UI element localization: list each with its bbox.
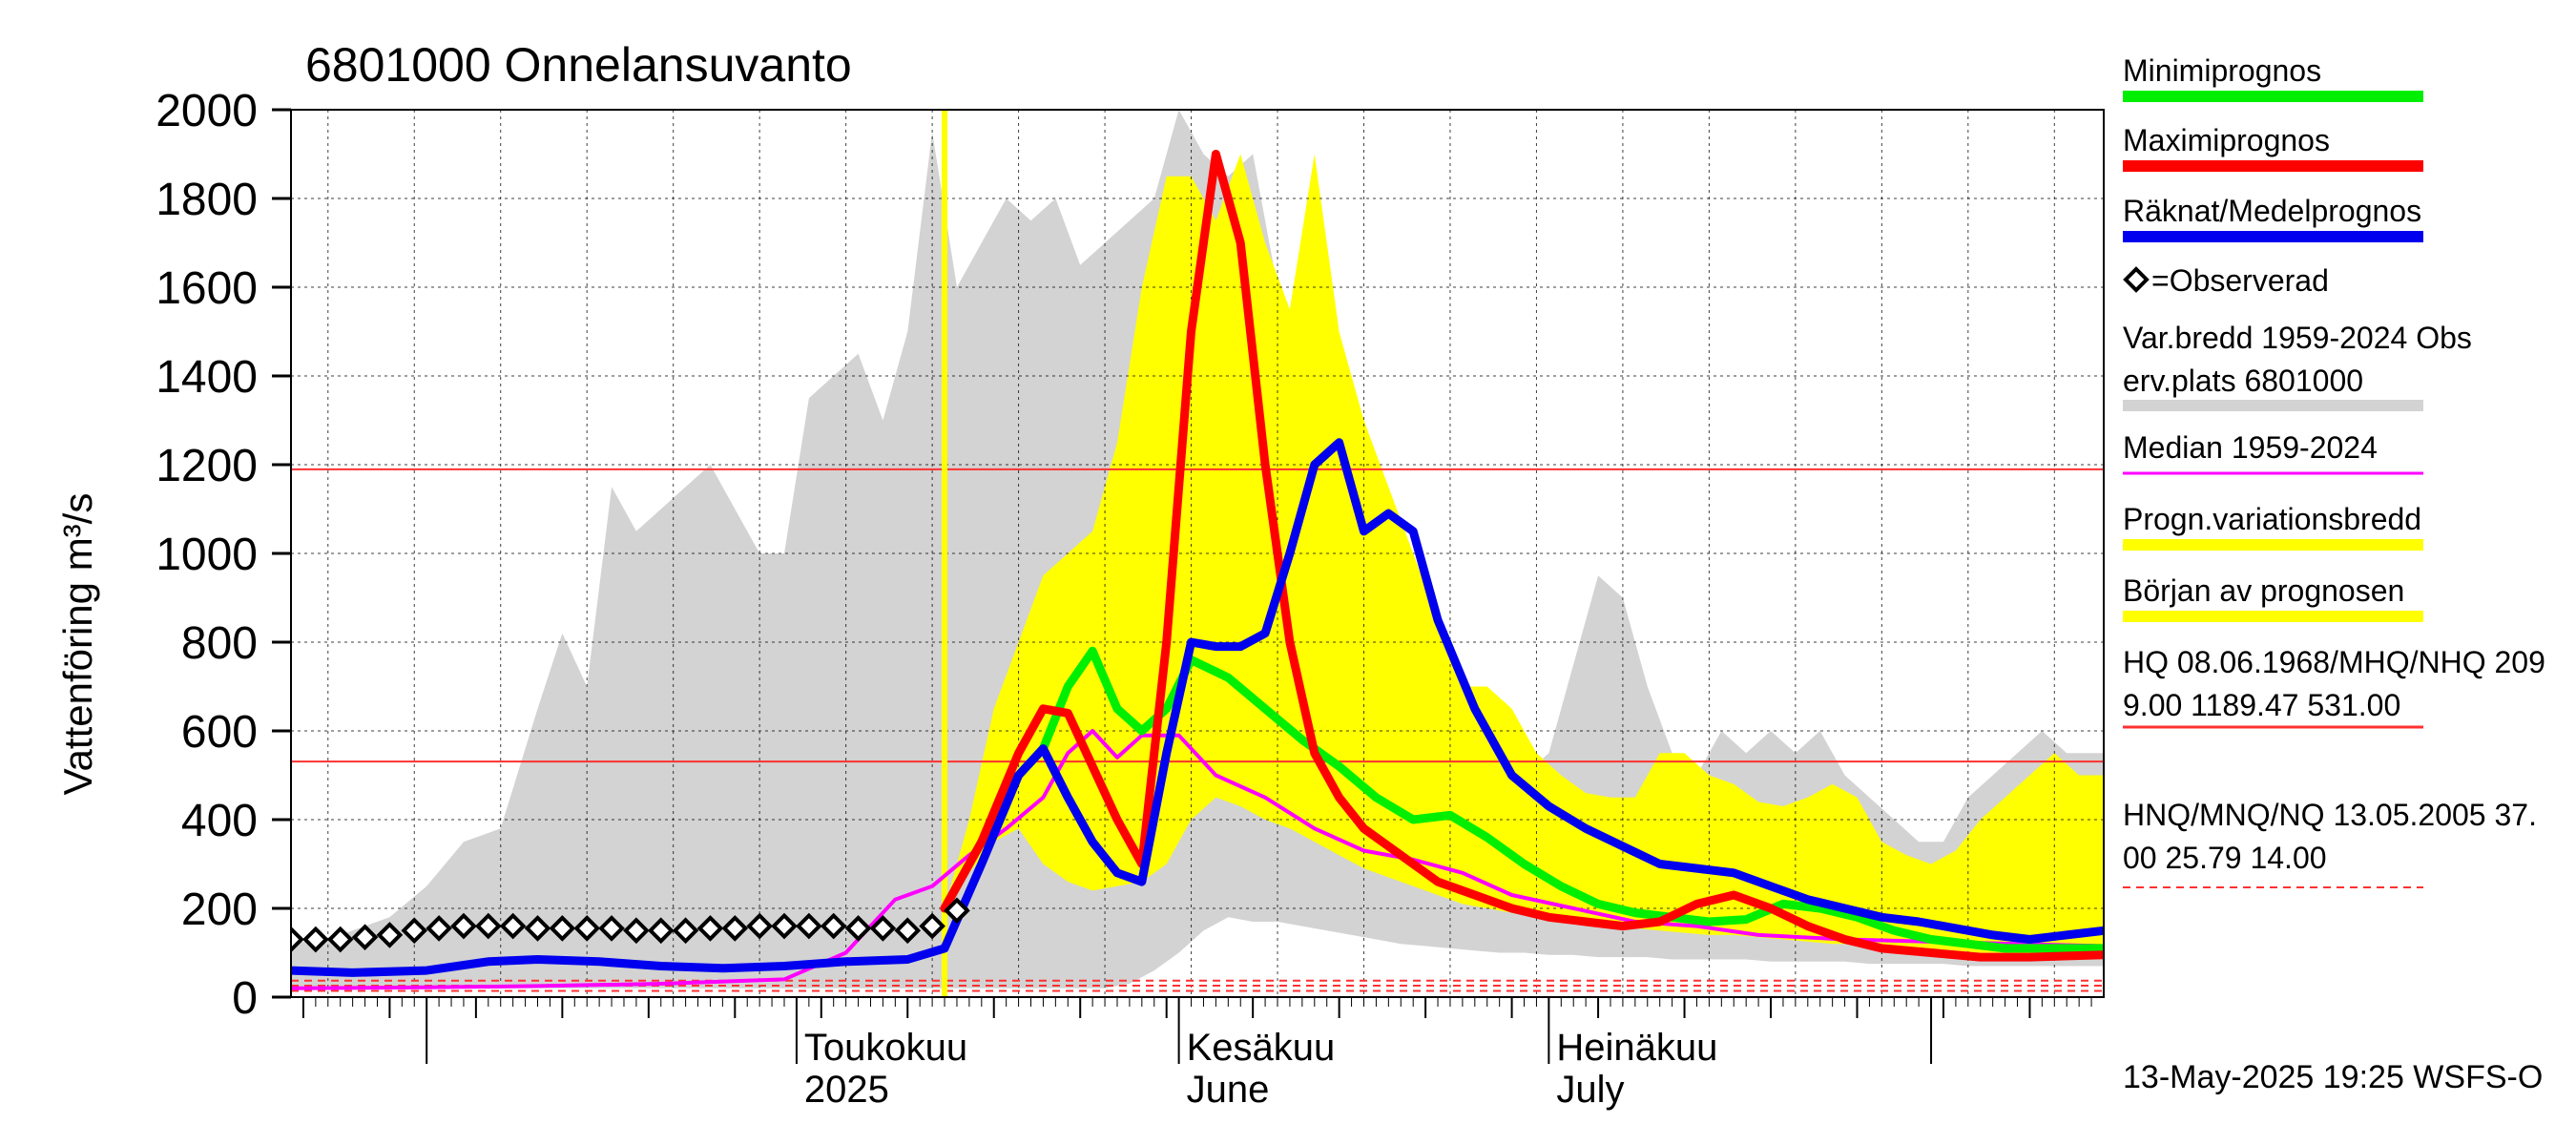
y-tick-label: 400 — [181, 796, 258, 846]
observed-point — [351, 924, 379, 951]
legend-item-6: Progn.variationsbredd — [2123, 502, 2423, 551]
y-axis-label: Vattenföring m³/s — [55, 493, 100, 796]
y-tick-label: 1400 — [156, 352, 258, 403]
observed-point — [401, 917, 428, 945]
month-label-1: Kesäkuu — [1187, 1027, 1336, 1069]
series-line-2 — [940, 150, 2104, 962]
y-tick-label: 0 — [232, 973, 258, 1024]
observed-point — [771, 912, 798, 940]
legend-item-0: Minimiprognos — [2123, 53, 2423, 102]
legend-label: Början av prognosen — [2123, 573, 2404, 608]
legend-label-line2: 9.00 1189.47 531.00 — [2123, 688, 2400, 722]
observed-point — [302, 926, 329, 953]
y-tick-label: 200 — [181, 885, 258, 935]
observed-point — [721, 915, 749, 942]
observed-point — [944, 897, 970, 925]
legend-item-2: Räknat/Medelprognos — [2123, 194, 2423, 242]
observed-point — [647, 917, 675, 945]
observed-point — [474, 912, 502, 940]
legend-marker — [2123, 266, 2150, 293]
legend-item-1: Maximiprognos — [2123, 123, 2423, 172]
observed-point — [623, 917, 650, 945]
observed-point — [869, 915, 897, 942]
month-label-2: Heinäkuu — [1556, 1027, 1717, 1069]
y-tick-label: 2000 — [156, 86, 258, 136]
observed-point — [696, 915, 724, 942]
legend-label: HNQ/MNQ/NQ 13.05.2005 37. — [2123, 798, 2537, 832]
observed-point — [796, 912, 822, 940]
observed-point — [291, 926, 304, 953]
observed-point — [746, 912, 773, 940]
legend-item-8: HQ 08.06.1968/MHQ/NHQ 209 9.00 1189.47 53… — [2123, 645, 2545, 729]
series-line-3 — [291, 438, 2104, 977]
month-label-year-2: July — [1556, 1069, 1624, 1111]
legend-item-3: =Observerad — [2123, 263, 2329, 298]
legend-label: Var.bredd 1959-2024 Obs — [2123, 321, 2472, 355]
legend-item-9: HNQ/MNQ/NQ 13.05.2005 37. 00 25.79 14.00 — [2123, 798, 2537, 888]
observed-point — [820, 912, 847, 940]
y-tick-label: 600 — [181, 707, 258, 758]
observed-point — [672, 917, 699, 945]
plot-area — [291, 109, 2104, 997]
observed-point — [499, 912, 527, 940]
chart-title: 6801000 Onnelansuvanto — [305, 38, 852, 92]
y-tick-label: 800 — [181, 618, 258, 669]
legend-label: =Observerad — [2151, 263, 2329, 298]
legend-label-line2: erv.plats 6801000 — [2123, 364, 2363, 398]
legend-label: Maximiprognos — [2123, 123, 2330, 157]
y-tick-label: 1200 — [156, 441, 258, 491]
observed-point — [573, 915, 601, 942]
band-1 — [945, 154, 2104, 958]
footer-timestamp: 13-May-2025 19:25 WSFS-O — [2123, 1059, 2543, 1095]
month-label-0: Toukokuu — [804, 1027, 967, 1069]
legend-label: Median 1959-2024 — [2123, 430, 2378, 465]
observed-point — [598, 915, 625, 942]
observed-point — [844, 915, 872, 942]
legend-label: Räknat/Medelprognos — [2123, 194, 2421, 228]
series-line-0 — [291, 729, 2104, 990]
legend-label: Progn.variationsbredd — [2123, 502, 2421, 536]
observed-point — [549, 915, 576, 942]
observed-point — [919, 912, 945, 940]
axes: 0 200 400 600 800 1000 1200 1400 1600 1800 2000 Tou… — [156, 86, 2105, 1111]
y-tick-label: 1800 — [156, 175, 258, 225]
legend: Minimiprognos Maximiprognos Räknat/Medelpr… — [2123, 53, 2545, 888]
observed-point — [326, 926, 354, 953]
observed-point — [524, 915, 551, 942]
observed-point — [450, 912, 477, 940]
plot-content — [291, 109, 2104, 997]
observed-point — [426, 915, 452, 942]
series-line-1 — [940, 646, 2104, 953]
legend-item-4: Var.bredd 1959-2024 Obs erv.plats 6801000 — [2123, 321, 2472, 411]
y-tick-label: 1600 — [156, 263, 258, 314]
legend-item-7: Början av prognosen — [2123, 573, 2423, 622]
legend-label: Minimiprognos — [2123, 53, 2321, 88]
legend-item-5: Median 1959-2024 — [2123, 430, 2423, 475]
legend-label-line2: 00 25.79 14.00 — [2123, 841, 2327, 875]
observed-point — [894, 917, 922, 945]
y-tick-label: 1000 — [156, 530, 258, 580]
observed-point — [376, 922, 404, 948]
month-label-year-1: June — [1187, 1069, 1270, 1111]
month-label-year-0: 2025 — [804, 1069, 889, 1111]
legend-label: HQ 08.06.1968/MHQ/NHQ 209 — [2123, 645, 2545, 679]
